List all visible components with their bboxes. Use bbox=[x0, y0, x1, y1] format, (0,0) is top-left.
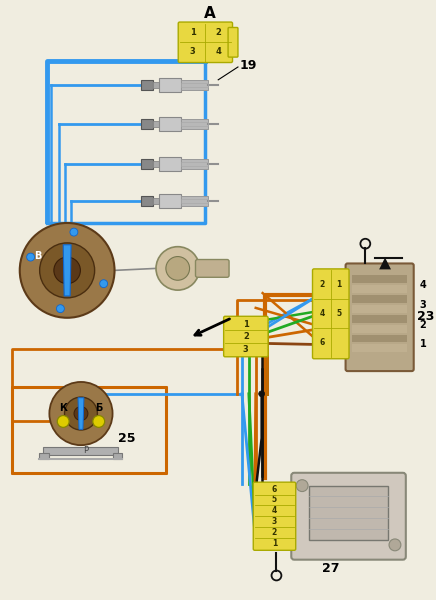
Bar bbox=[181, 196, 208, 206]
Bar bbox=[153, 82, 159, 88]
Text: 1: 1 bbox=[419, 340, 426, 349]
Text: 5: 5 bbox=[337, 310, 342, 319]
Circle shape bbox=[166, 257, 190, 280]
Bar bbox=[153, 121, 159, 127]
FancyBboxPatch shape bbox=[228, 28, 238, 57]
Circle shape bbox=[54, 257, 80, 284]
Bar bbox=[159, 157, 181, 170]
Circle shape bbox=[70, 228, 78, 236]
Text: 1: 1 bbox=[243, 320, 249, 329]
Bar bbox=[159, 194, 181, 208]
FancyBboxPatch shape bbox=[224, 316, 268, 357]
Bar bbox=[141, 196, 153, 206]
Circle shape bbox=[57, 416, 69, 427]
FancyBboxPatch shape bbox=[178, 22, 232, 62]
Text: 1: 1 bbox=[190, 28, 195, 37]
Bar bbox=[352, 285, 407, 293]
FancyBboxPatch shape bbox=[313, 269, 349, 359]
Bar bbox=[352, 315, 407, 323]
Text: 5: 5 bbox=[272, 496, 277, 505]
Circle shape bbox=[156, 247, 199, 290]
Text: К: К bbox=[59, 403, 67, 413]
Bar bbox=[352, 325, 407, 332]
Bar bbox=[352, 295, 407, 303]
Text: 4: 4 bbox=[215, 47, 221, 56]
Bar bbox=[159, 78, 181, 92]
Circle shape bbox=[27, 253, 34, 261]
Text: 6: 6 bbox=[272, 485, 277, 494]
Bar bbox=[309, 485, 388, 540]
Bar bbox=[181, 119, 208, 129]
Circle shape bbox=[93, 416, 105, 427]
Text: 2: 2 bbox=[419, 320, 426, 329]
Bar bbox=[181, 122, 208, 126]
Bar bbox=[153, 161, 159, 167]
Text: 2: 2 bbox=[272, 528, 277, 537]
Bar bbox=[141, 80, 153, 89]
Bar bbox=[181, 159, 208, 169]
Circle shape bbox=[100, 280, 108, 287]
Bar bbox=[112, 453, 123, 459]
Text: Р: Р bbox=[83, 446, 89, 455]
Text: 23: 23 bbox=[417, 310, 434, 323]
Text: 19: 19 bbox=[240, 59, 257, 71]
Bar bbox=[153, 199, 159, 204]
Text: 3: 3 bbox=[272, 517, 277, 526]
Text: 27: 27 bbox=[322, 562, 340, 575]
Bar bbox=[40, 453, 49, 459]
Bar bbox=[352, 305, 407, 313]
Bar bbox=[352, 335, 407, 343]
Text: 3: 3 bbox=[243, 344, 249, 353]
Bar bbox=[181, 80, 208, 89]
Text: A: A bbox=[204, 6, 215, 21]
Bar bbox=[141, 119, 153, 129]
Circle shape bbox=[74, 407, 88, 421]
Circle shape bbox=[56, 305, 65, 313]
Bar bbox=[159, 118, 181, 131]
Text: 3: 3 bbox=[190, 47, 195, 56]
Text: 1: 1 bbox=[337, 280, 342, 289]
Text: 4: 4 bbox=[320, 310, 325, 319]
Text: 1: 1 bbox=[272, 539, 277, 548]
Text: 4: 4 bbox=[419, 280, 426, 290]
Bar bbox=[181, 83, 208, 87]
Text: 4: 4 bbox=[272, 506, 277, 515]
Text: В: В bbox=[34, 251, 41, 260]
Text: 3: 3 bbox=[419, 300, 426, 310]
Circle shape bbox=[65, 397, 97, 430]
FancyBboxPatch shape bbox=[253, 482, 296, 550]
Circle shape bbox=[40, 243, 95, 298]
FancyBboxPatch shape bbox=[291, 473, 406, 560]
Bar bbox=[352, 344, 407, 352]
Polygon shape bbox=[63, 245, 71, 296]
Text: 2: 2 bbox=[320, 280, 325, 289]
Bar bbox=[352, 275, 407, 283]
Circle shape bbox=[296, 480, 308, 491]
FancyBboxPatch shape bbox=[195, 260, 229, 277]
Bar bbox=[181, 162, 208, 166]
Text: 22: 22 bbox=[212, 266, 230, 279]
Circle shape bbox=[259, 391, 265, 397]
Polygon shape bbox=[78, 398, 84, 430]
Polygon shape bbox=[379, 257, 391, 269]
Bar bbox=[181, 199, 208, 203]
Circle shape bbox=[20, 223, 115, 318]
Text: 25: 25 bbox=[119, 432, 136, 445]
Text: Б: Б bbox=[95, 403, 102, 413]
Bar bbox=[141, 159, 153, 169]
Text: 2: 2 bbox=[215, 28, 221, 37]
Text: 6: 6 bbox=[320, 338, 325, 347]
Text: 2: 2 bbox=[243, 332, 249, 341]
Bar bbox=[44, 447, 119, 455]
Circle shape bbox=[389, 539, 401, 551]
Circle shape bbox=[49, 382, 112, 445]
FancyBboxPatch shape bbox=[346, 263, 414, 371]
